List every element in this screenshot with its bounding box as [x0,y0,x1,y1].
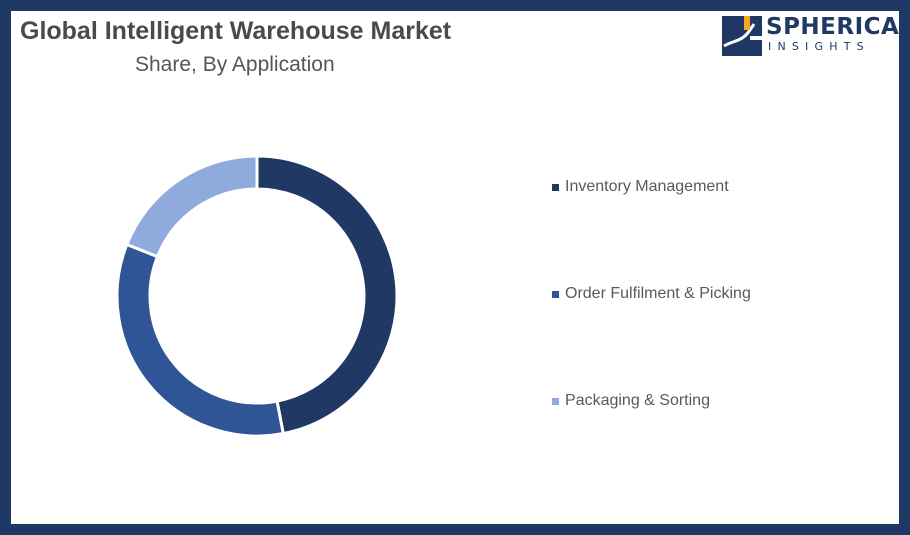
legend-item-order-fulfilment-picking: Order Fulfilment & Picking [552,285,751,303]
donut-slice-inventory-management [255,154,399,436]
legend-label: Packaging & Sorting [565,392,710,409]
legend-swatch [552,397,559,405]
chart-subtitle: Share, By Application [135,53,335,76]
donut-slice-order-fulfilment-picking [115,242,285,438]
chart-title: Global Intelligent Warehouse Market [20,17,452,45]
legend-swatch [552,290,559,298]
legend-label: Inventory Management [565,178,729,195]
legend-item-packaging-sorting: Packaging & Sorting [552,392,710,410]
logo-tagline: INSIGHTS [768,40,870,53]
legend-label: Order Fulfilment & Picking [565,285,751,302]
donut-chart [115,154,399,438]
legend-swatch [552,183,559,191]
logo-wordmark: SPHERICAL [766,14,910,40]
brand-logo: SPHERICAL INSIGHTS [722,14,910,58]
donut-slice-packaging-sorting [124,154,259,259]
logo-mark-icon [722,16,762,56]
legend-item-inventory-management: Inventory Management [552,178,729,196]
